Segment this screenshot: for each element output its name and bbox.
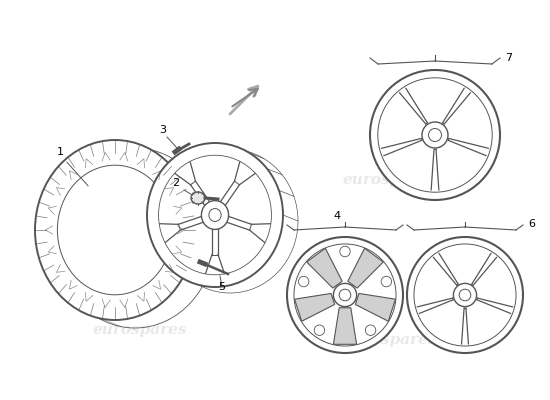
Text: 3: 3 [160, 125, 167, 135]
Ellipse shape [414, 244, 516, 346]
Ellipse shape [459, 289, 471, 301]
Ellipse shape [370, 70, 500, 200]
Ellipse shape [299, 276, 309, 287]
Ellipse shape [365, 325, 376, 336]
Ellipse shape [333, 283, 356, 306]
Ellipse shape [339, 289, 351, 301]
Polygon shape [307, 248, 342, 288]
Ellipse shape [378, 78, 492, 192]
Text: eurospares: eurospares [93, 163, 187, 177]
Text: eurospares: eurospares [343, 173, 437, 187]
Text: 1: 1 [57, 147, 63, 157]
Ellipse shape [428, 128, 442, 142]
Text: 7: 7 [505, 53, 512, 63]
Ellipse shape [381, 276, 392, 287]
Polygon shape [333, 308, 356, 344]
Ellipse shape [453, 283, 477, 306]
Text: 2: 2 [173, 178, 179, 188]
Polygon shape [295, 294, 334, 321]
Ellipse shape [294, 244, 396, 346]
Ellipse shape [314, 325, 324, 336]
Text: eurospares: eurospares [343, 333, 437, 347]
Ellipse shape [209, 208, 221, 222]
Text: 5: 5 [218, 282, 226, 292]
Ellipse shape [422, 122, 448, 148]
Ellipse shape [287, 237, 403, 353]
Ellipse shape [340, 246, 350, 257]
Ellipse shape [201, 201, 229, 230]
Polygon shape [355, 294, 395, 321]
Ellipse shape [57, 165, 173, 295]
Text: eurospares: eurospares [93, 323, 187, 337]
Ellipse shape [407, 237, 523, 353]
Ellipse shape [147, 143, 283, 287]
Ellipse shape [191, 192, 205, 204]
Text: 6: 6 [528, 219, 535, 229]
Ellipse shape [35, 140, 195, 320]
Text: 4: 4 [333, 211, 340, 221]
Polygon shape [348, 248, 383, 288]
